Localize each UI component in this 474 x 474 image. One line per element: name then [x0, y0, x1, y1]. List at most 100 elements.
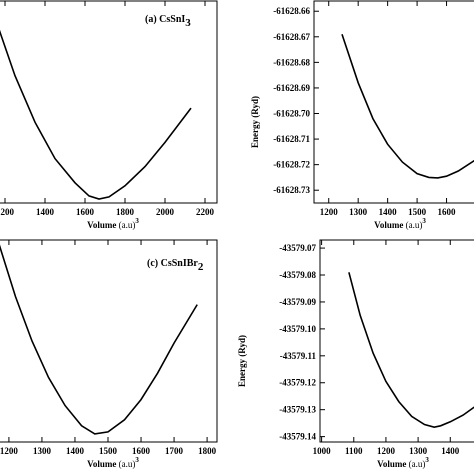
data-point: [458, 170, 460, 172]
chart-panel-2: 1200 1300 1400 1500 1600 -61628.66 -61628.67 -6…: [250, 0, 474, 230]
data-point: [88, 195, 90, 197]
data-point: [372, 352, 374, 354]
x-tick-label: 1500: [99, 446, 118, 456]
data-point: [433, 426, 435, 428]
y-tick-label: -43579.09: [279, 297, 316, 307]
y-tick-label: -43579.08: [279, 270, 316, 280]
chart-panel-3: 1200 1300 1400 1500 1600 1700 1800 Volume (a.u)…: [0, 239, 218, 469]
y-tick-label: -43579.11: [280, 351, 317, 361]
energy-curve: [348, 272, 474, 429]
energy-curve: [0, 29, 192, 200]
data-point: [424, 424, 426, 426]
x-tick-label: 1500: [408, 207, 427, 217]
data-point: [341, 33, 343, 35]
x-tick-label: 1300: [33, 446, 52, 456]
energy-curve: [341, 33, 474, 179]
x-tick-label: 1600: [438, 207, 457, 217]
y-tick-label: -61628.70: [273, 109, 310, 119]
panel-title: (c) CsSnIBr2: [147, 258, 204, 273]
data-point: [74, 182, 76, 184]
y-axis-label: Energy (Ryd): [237, 335, 247, 387]
plot-frame: [313, 0, 474, 204]
x-axis-label: Volume (a.u)3: [374, 217, 426, 230]
plot-frame: [0, 0, 218, 204]
data-point: [196, 304, 198, 306]
x-tick-label: 1200: [0, 446, 18, 456]
y-tick-label: -61628.67: [273, 32, 310, 42]
data-point: [14, 75, 16, 77]
y-tick-label: -43579.12: [279, 378, 316, 388]
data-point: [449, 421, 451, 423]
data-point: [440, 425, 442, 427]
plot-frame: [319, 239, 474, 443]
x-tick-label: 1600: [76, 207, 95, 217]
x-tick-label: 1800: [116, 207, 135, 217]
x-axis-label: Volume (a.u)3: [87, 456, 139, 469]
data-point: [140, 399, 142, 401]
data-point: [94, 433, 96, 435]
x-tick-label: 1300: [409, 446, 428, 456]
x-axis-label: Volume (a.u)3: [377, 456, 429, 469]
data-point: [190, 107, 192, 109]
data-point: [108, 196, 110, 198]
chart-panel-1: 1200 1400 1600 1800 2000 2200 Volume (a.u)3 (a)…: [0, 0, 218, 230]
data-point: [124, 419, 126, 421]
data-point: [124, 185, 126, 187]
x-tick-label: 1100: [345, 446, 363, 456]
data-point: [359, 315, 361, 317]
data-point: [64, 405, 66, 407]
data-point: [144, 166, 146, 168]
data-point: [387, 143, 389, 145]
data-point: [34, 121, 36, 123]
y-tick-label: -43579.14: [279, 432, 316, 442]
data-point: [54, 158, 56, 160]
y-tick-label: -61628.73: [273, 185, 310, 195]
x-tick-label: 1800: [198, 446, 217, 456]
x-tick-label: 1700: [165, 446, 184, 456]
energy-curve: [0, 244, 198, 435]
y-tick-label: -43579.10: [279, 324, 316, 334]
x-tick-label: 1200: [320, 207, 339, 217]
data-point: [164, 142, 166, 144]
x-tick-label: 2000: [156, 207, 175, 217]
panel-title: (a) CsSnI3: [145, 14, 191, 29]
data-point: [48, 377, 50, 379]
y-tick-label: -61628.69: [273, 83, 310, 93]
data-point: [81, 425, 83, 427]
x-tick-label: 1200: [377, 446, 396, 456]
y-tick-label: -61628.66: [273, 6, 310, 16]
data-point: [437, 177, 439, 179]
x-tick-label: 1400: [441, 446, 460, 456]
x-tick-label: 1400: [66, 446, 85, 456]
y-tick-label: -43579.07: [279, 243, 316, 253]
data-point: [446, 175, 448, 177]
x-tick-label: 1400: [36, 207, 55, 217]
x-tick-label: 1600: [132, 446, 151, 456]
data-point: [107, 431, 109, 433]
data-point: [98, 198, 100, 200]
x-tick-label: 1300: [349, 207, 368, 217]
data-point: [402, 161, 404, 163]
x-axis-label: Volume (a.u)3: [87, 217, 139, 230]
data-point: [348, 272, 350, 274]
data-point: [416, 173, 418, 175]
data-point: [357, 82, 359, 84]
y-tick-label: -61628.72: [273, 160, 310, 170]
data-point: [428, 177, 430, 179]
x-tick-label: 1200: [0, 207, 15, 217]
data-point: [372, 118, 374, 120]
data-point: [173, 342, 175, 344]
x-tick-label: 2200: [196, 207, 215, 217]
data-point: [31, 340, 33, 342]
chart-panel-4: 1000 1100 1200 1300 1400 -43579.07 -43579.08 -4…: [237, 239, 474, 469]
data-point: [15, 296, 17, 298]
data-point: [157, 373, 159, 375]
y-tick-label: -43579.13: [279, 405, 316, 415]
y-tick-label: -61628.68: [273, 57, 310, 67]
y-axis-label: Energy (Ryd): [250, 96, 260, 148]
data-point: [398, 401, 400, 403]
data-point: [385, 381, 387, 383]
data-point: [411, 416, 413, 418]
y-tick-label: -61628.71: [273, 134, 310, 144]
